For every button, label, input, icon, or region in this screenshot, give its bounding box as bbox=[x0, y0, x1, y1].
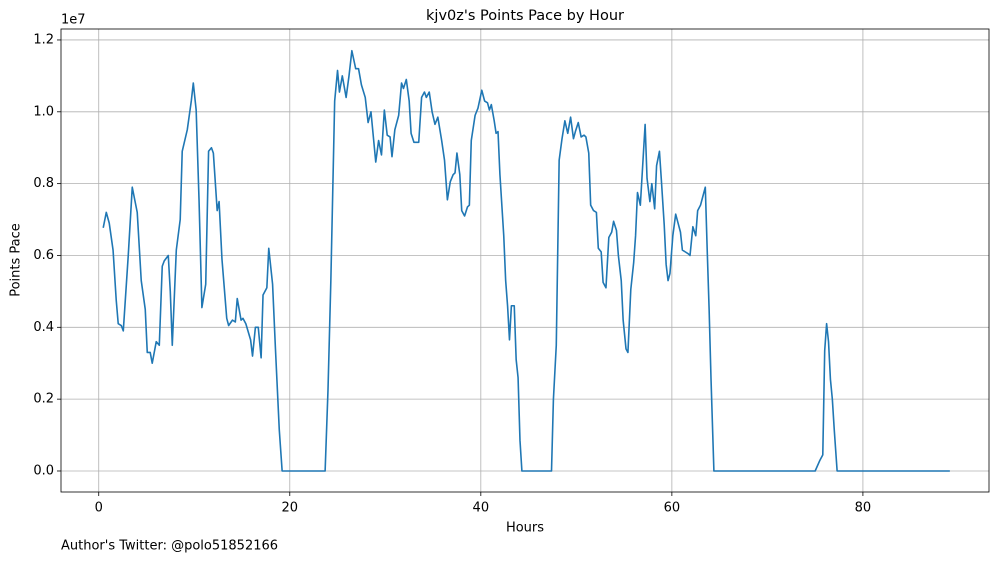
x-tick-label: 60 bbox=[664, 501, 681, 516]
y-tick-label: 0.2 bbox=[33, 392, 54, 407]
y-tick-label: 0.4 bbox=[33, 320, 54, 335]
footer: Author's Twitter: @polo51852166 bbox=[61, 539, 278, 554]
x-tick-label: 20 bbox=[282, 501, 299, 516]
data-line bbox=[102, 49, 950, 472]
chart-title: kjv0z's Points Pace by Hour bbox=[426, 8, 624, 24]
x-tick-label: 0 bbox=[95, 501, 103, 516]
y-axis-label: Points Pace bbox=[9, 223, 24, 297]
y-tick-label: 1.0 bbox=[33, 104, 54, 119]
y-tick-label: 1.2 bbox=[33, 32, 54, 47]
y-tick-label: 0.0 bbox=[33, 463, 54, 478]
x-axis-label: Hours bbox=[506, 521, 544, 536]
x-tick-label: 40 bbox=[473, 501, 490, 516]
y-offset-label: 1e7 bbox=[61, 13, 86, 28]
x-tick-label: 80 bbox=[855, 501, 872, 516]
plot-frame bbox=[60, 28, 990, 493]
y-tick-label: 0.8 bbox=[33, 176, 54, 191]
y-tick-label: 0.6 bbox=[33, 248, 54, 263]
